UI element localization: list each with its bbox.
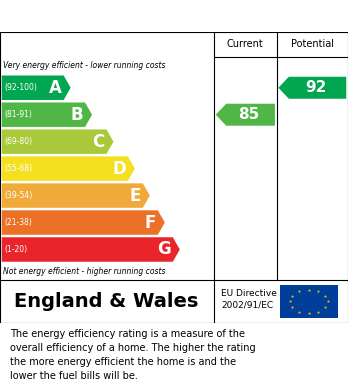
Text: C: C (93, 133, 105, 151)
Text: Potential: Potential (291, 39, 334, 50)
Text: (55-68): (55-68) (4, 164, 32, 173)
Text: (69-80): (69-80) (4, 137, 32, 146)
Polygon shape (216, 104, 275, 126)
Text: Not energy efficient - higher running costs: Not energy efficient - higher running co… (3, 267, 166, 276)
Polygon shape (2, 183, 150, 208)
Polygon shape (2, 237, 180, 262)
Text: 92: 92 (305, 80, 326, 95)
Polygon shape (2, 156, 135, 181)
Text: (1-20): (1-20) (4, 245, 27, 254)
Text: E: E (130, 187, 141, 204)
Text: The energy efficiency rating is a measure of the
overall efficiency of a home. T: The energy efficiency rating is a measur… (10, 329, 256, 381)
Text: G: G (157, 240, 171, 258)
Text: F: F (145, 213, 156, 231)
Text: (81-91): (81-91) (4, 110, 32, 119)
Polygon shape (2, 75, 71, 100)
Text: (21-38): (21-38) (4, 218, 32, 227)
Text: (92-100): (92-100) (4, 83, 37, 92)
Polygon shape (2, 102, 92, 127)
Text: EU Directive
2002/91/EC: EU Directive 2002/91/EC (221, 289, 277, 310)
Text: D: D (112, 160, 126, 178)
Text: A: A (49, 79, 62, 97)
Polygon shape (2, 210, 165, 235)
Polygon shape (2, 129, 113, 154)
Text: Very energy efficient - lower running costs: Very energy efficient - lower running co… (3, 61, 166, 70)
Polygon shape (278, 77, 346, 99)
Text: B: B (71, 106, 83, 124)
Text: 85: 85 (238, 107, 259, 122)
Bar (280, 285, 338, 317)
Text: Current: Current (227, 39, 264, 50)
Text: England & Wales: England & Wales (14, 292, 198, 311)
Text: Energy Efficiency Rating: Energy Efficiency Rating (10, 9, 231, 23)
Text: (39-54): (39-54) (4, 191, 32, 200)
